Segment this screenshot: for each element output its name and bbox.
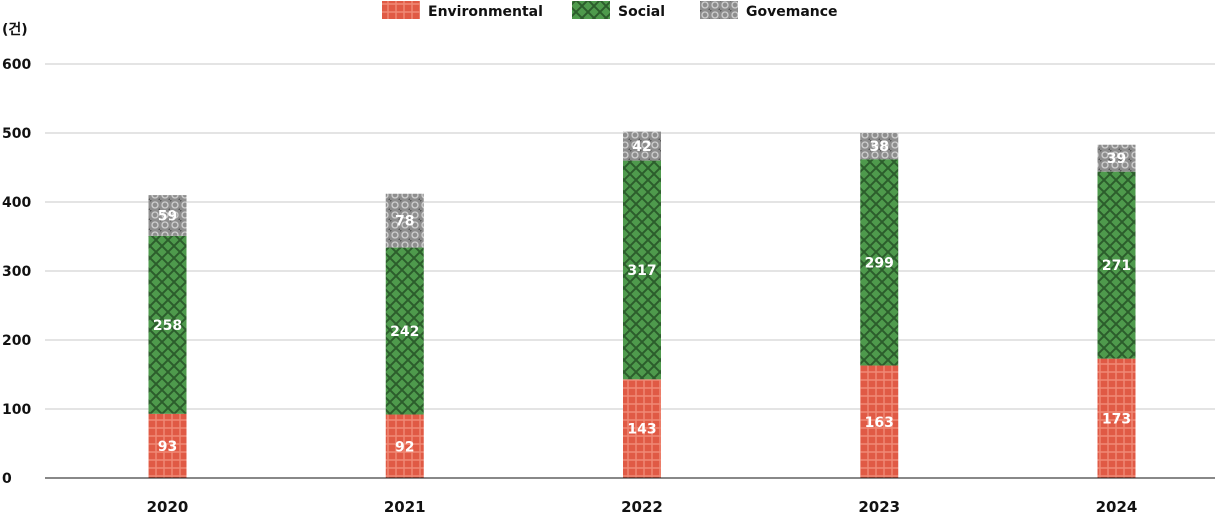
y-tick-label: 600	[2, 57, 31, 73]
y-axis-ticks: 0 100 200 300 400 500 600	[2, 57, 31, 487]
bar-segment-governance[interactable]	[623, 131, 661, 161]
data-label-social: 242	[390, 324, 419, 340]
legend-swatch-environmental	[382, 1, 420, 19]
bar-segment-environmental[interactable]	[148, 413, 187, 478]
x-tick-label: 2022	[621, 498, 663, 514]
legend-item-governance[interactable]: Govemance	[700, 1, 838, 20]
x-axis-ticks: 2020 2021 2022 2023 2024	[147, 498, 1138, 514]
data-label-environmental: 163	[865, 415, 894, 431]
legend-item-environmental[interactable]: Environmental	[382, 1, 543, 20]
bar-segment-environmental[interactable]	[1097, 358, 1136, 478]
legend: Environmental Social Govemance	[382, 1, 838, 20]
legend-label-governance: Govemance	[746, 4, 838, 20]
data-label-social: 271	[1102, 258, 1131, 274]
y-tick-label: 200	[2, 333, 31, 349]
x-tick-label: 2024	[1096, 498, 1138, 514]
bar-segment-social[interactable]	[148, 235, 187, 414]
bar-segment-social[interactable]	[623, 160, 661, 380]
bars	[148, 131, 1136, 478]
data-label-environmental: 92	[395, 439, 414, 455]
y-tick-label: 100	[2, 402, 31, 418]
data-label-social: 299	[865, 255, 894, 271]
bar-segment-social[interactable]	[860, 159, 899, 366]
data-label-environmental: 93	[158, 439, 177, 455]
bar-segment-governance[interactable]	[1097, 144, 1136, 172]
data-label-governance: 59	[158, 208, 177, 224]
y-tick-label: 300	[2, 264, 31, 280]
legend-item-social[interactable]: Social	[572, 1, 665, 20]
bar-segment-governance[interactable]	[385, 193, 424, 248]
bar-segment-social[interactable]	[385, 247, 424, 415]
bar-segment-environmental[interactable]	[385, 414, 424, 478]
legend-label-social: Social	[618, 4, 665, 20]
bar-segment-social[interactable]	[1097, 171, 1136, 359]
bar-segment-governance[interactable]	[860, 133, 899, 160]
bar-segment-governance[interactable]	[148, 195, 187, 236]
data-label-social: 258	[153, 318, 182, 334]
legend-label-environmental: Environmental	[428, 4, 543, 20]
data-label-social: 317	[627, 263, 656, 279]
data-label-governance: 38	[870, 139, 889, 155]
data-labels: 93 258 59 92 242 78 143 317 42 163 299 38 173 271 39	[153, 139, 1131, 455]
data-label-environmental: 143	[627, 422, 656, 438]
data-label-governance: 39	[1107, 151, 1126, 167]
data-label-governance: 78	[395, 214, 414, 230]
y-axis-unit: (건)	[2, 21, 28, 38]
x-tick-label: 2020	[147, 498, 189, 514]
data-label-environmental: 173	[1102, 411, 1131, 427]
x-tick-label: 2021	[384, 498, 426, 514]
y-tick-label: 400	[2, 195, 31, 211]
y-tick-label: 500	[2, 126, 31, 142]
y-tick-label: 0	[2, 471, 12, 487]
legend-swatch-social	[572, 1, 610, 19]
bar-segment-environmental[interactable]	[860, 365, 899, 478]
data-label-governance: 42	[632, 139, 651, 155]
bar-segment-environmental[interactable]	[623, 379, 661, 478]
legend-swatch-governance	[700, 1, 738, 19]
x-tick-label: 2023	[858, 498, 900, 514]
